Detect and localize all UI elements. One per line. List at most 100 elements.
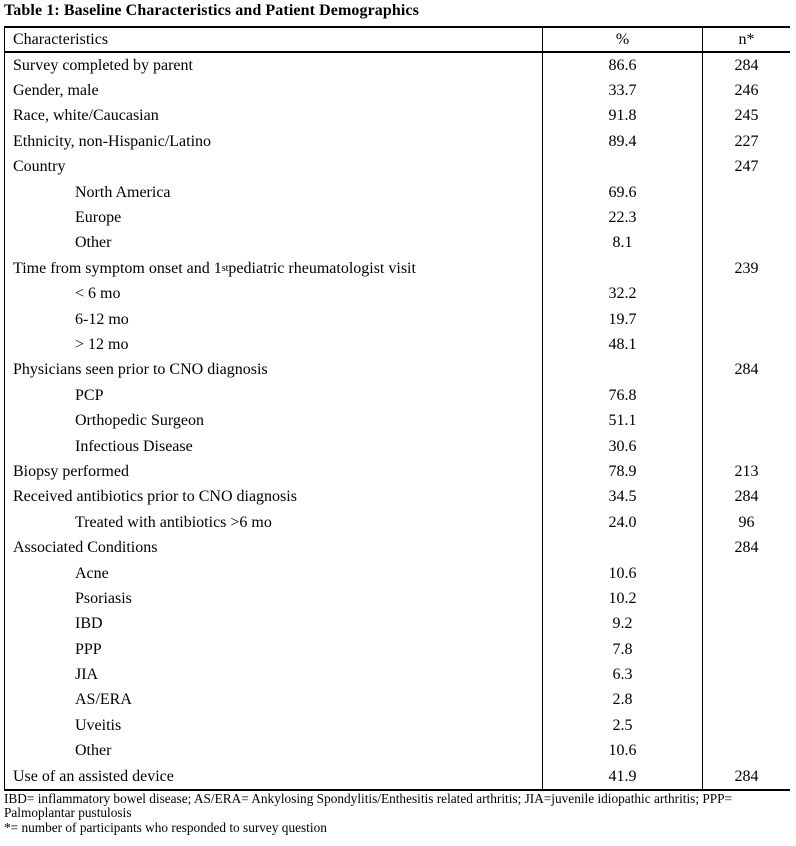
row-percent-value	[543, 357, 703, 384]
row-label: Race, white/Caucasian	[5, 103, 543, 130]
table-row: IBD 9.2	[5, 611, 790, 637]
row-percent-value: 22.3	[543, 205, 703, 231]
table-row: Received antibiotics prior to CNO diagno…	[5, 484, 790, 511]
table-row: Use of an assisted device 41.9 284	[5, 763, 790, 790]
table-header-row: Characteristics % n*	[5, 28, 790, 53]
table-row: Physicians seen prior to CNO diagnosis 28…	[5, 357, 790, 384]
row-label: Physicians seen prior to CNO diagnosis	[5, 357, 543, 384]
row-percent-value: 41.9	[543, 763, 703, 790]
table-row: Orthopedic Surgeon 51.1	[5, 408, 790, 434]
row-n-value: 245	[734, 107, 759, 125]
row-label: Gender, male	[5, 78, 543, 104]
table-row: < 6 mo 32.2	[5, 281, 790, 307]
row-label: Treated with antibiotics >6 mo	[5, 510, 543, 536]
row-label: PCP	[5, 383, 543, 409]
row-label: Associated Conditions	[5, 535, 543, 561]
row-percent-value: 7.8	[543, 636, 703, 663]
table-row: Infectious Disease 30.6	[5, 433, 790, 460]
row-percent-value: 30.6	[543, 433, 703, 460]
row-percent-value: 34.5	[543, 484, 703, 511]
row-label: North America	[5, 179, 543, 206]
row-n-value: 246	[734, 82, 759, 100]
row-percent-value	[543, 154, 703, 180]
row-label: 6-12 mo	[5, 306, 543, 333]
row-percent-value: 9.2	[543, 611, 703, 637]
table-row: JIA 6.3	[5, 662, 790, 688]
row-n-value	[703, 637, 790, 662]
table-row: Country 247	[5, 154, 790, 180]
row-n-value	[703, 180, 790, 205]
row-label: Other	[5, 738, 543, 764]
table-row: AS/ERA 2.8	[5, 687, 790, 714]
row-label: JIA	[5, 662, 543, 688]
row-label: Psoriasis	[5, 586, 543, 612]
row-percent-value: 19.7	[543, 306, 703, 333]
row-percent-value: 78.9	[543, 459, 703, 485]
header-n: n*	[738, 30, 755, 48]
row-percent-value: 2.5	[543, 713, 703, 739]
row-n-value: 227	[734, 132, 759, 150]
row-n-value	[703, 307, 790, 332]
row-n-value	[703, 688, 790, 713]
table-row: Uveitis 2.5	[5, 713, 790, 739]
row-n-value	[703, 739, 790, 764]
row-n-value	[703, 332, 790, 357]
baseline-characteristics-table: Characteristics % n* Survey completed by…	[4, 26, 790, 792]
row-n-value	[703, 408, 790, 433]
row-percent-value: 10.2	[543, 586, 703, 612]
table-row: > 12 mo 48.1	[5, 332, 790, 358]
row-n-value	[703, 662, 790, 687]
row-n-value: 247	[734, 158, 759, 176]
row-label: Other	[5, 230, 543, 257]
row-label-text: Time from symptom onset and 1	[13, 259, 222, 277]
row-percent-value: 24.0	[543, 510, 703, 536]
row-label: Europe	[5, 205, 543, 231]
table-title: Table 1: Baseline Characteristics and Pa…	[4, 2, 419, 19]
table-row: 6-12 mo 19.7	[5, 306, 790, 333]
row-label: AS/ERA	[5, 687, 543, 714]
row-percent-value: 10.6	[543, 738, 703, 764]
table-row: Other 8.1	[5, 230, 790, 257]
row-n-value	[703, 231, 790, 256]
row-n-value	[703, 586, 790, 611]
header-characteristics: Characteristics	[5, 28, 543, 51]
table-row: Race, white/Caucasian 91.8 245	[5, 103, 790, 130]
table-row: Associated Conditions 284	[5, 535, 790, 561]
table-row: Acne 10.6	[5, 560, 790, 587]
row-label: PPP	[5, 636, 543, 663]
row-n-value: 284	[734, 361, 759, 379]
row-n-value	[703, 282, 790, 307]
row-label: Uveitis	[5, 713, 543, 739]
row-percent-value: 69.6	[543, 179, 703, 206]
row-n-value: 239	[734, 259, 759, 277]
row-n-value	[703, 561, 790, 586]
row-label: Acne	[5, 560, 543, 587]
table-row: PCP 76.8	[5, 383, 790, 409]
table-row: Ethnicity, non-Hispanic/Latino 89.4 227	[5, 129, 790, 155]
table-row: Psoriasis 10.2	[5, 586, 790, 612]
row-label: Biopsy performed	[5, 459, 543, 485]
row-percent-value	[543, 535, 703, 561]
row-n-value	[703, 612, 790, 637]
row-n-value: 213	[734, 462, 759, 480]
row-n-value: 96	[738, 513, 755, 531]
table-body: Survey completed by parent 86.6 284 Gender,…	[5, 53, 790, 790]
table-row: Europe 22.3	[5, 205, 790, 231]
row-n-value: 284	[734, 488, 759, 506]
header-percent: %	[543, 28, 703, 51]
table-row: Biopsy performed 78.9 213	[5, 459, 790, 485]
row-n-value	[703, 434, 790, 459]
row-label: Ethnicity, non-Hispanic/Latino	[5, 129, 543, 155]
row-label: > 12 mo	[5, 332, 543, 358]
row-label: Orthopedic Surgeon	[5, 408, 543, 434]
table-row: Gender, male 33.7 246	[5, 78, 790, 104]
table-row: Other 10.6	[5, 738, 790, 764]
row-n-value	[703, 713, 790, 738]
table-row: North America 69.6	[5, 179, 790, 206]
row-label: Infectious Disease	[5, 433, 543, 460]
row-percent-value: 76.8	[543, 383, 703, 409]
row-percent-value: 8.1	[543, 230, 703, 257]
row-percent-value: 51.1	[543, 408, 703, 434]
